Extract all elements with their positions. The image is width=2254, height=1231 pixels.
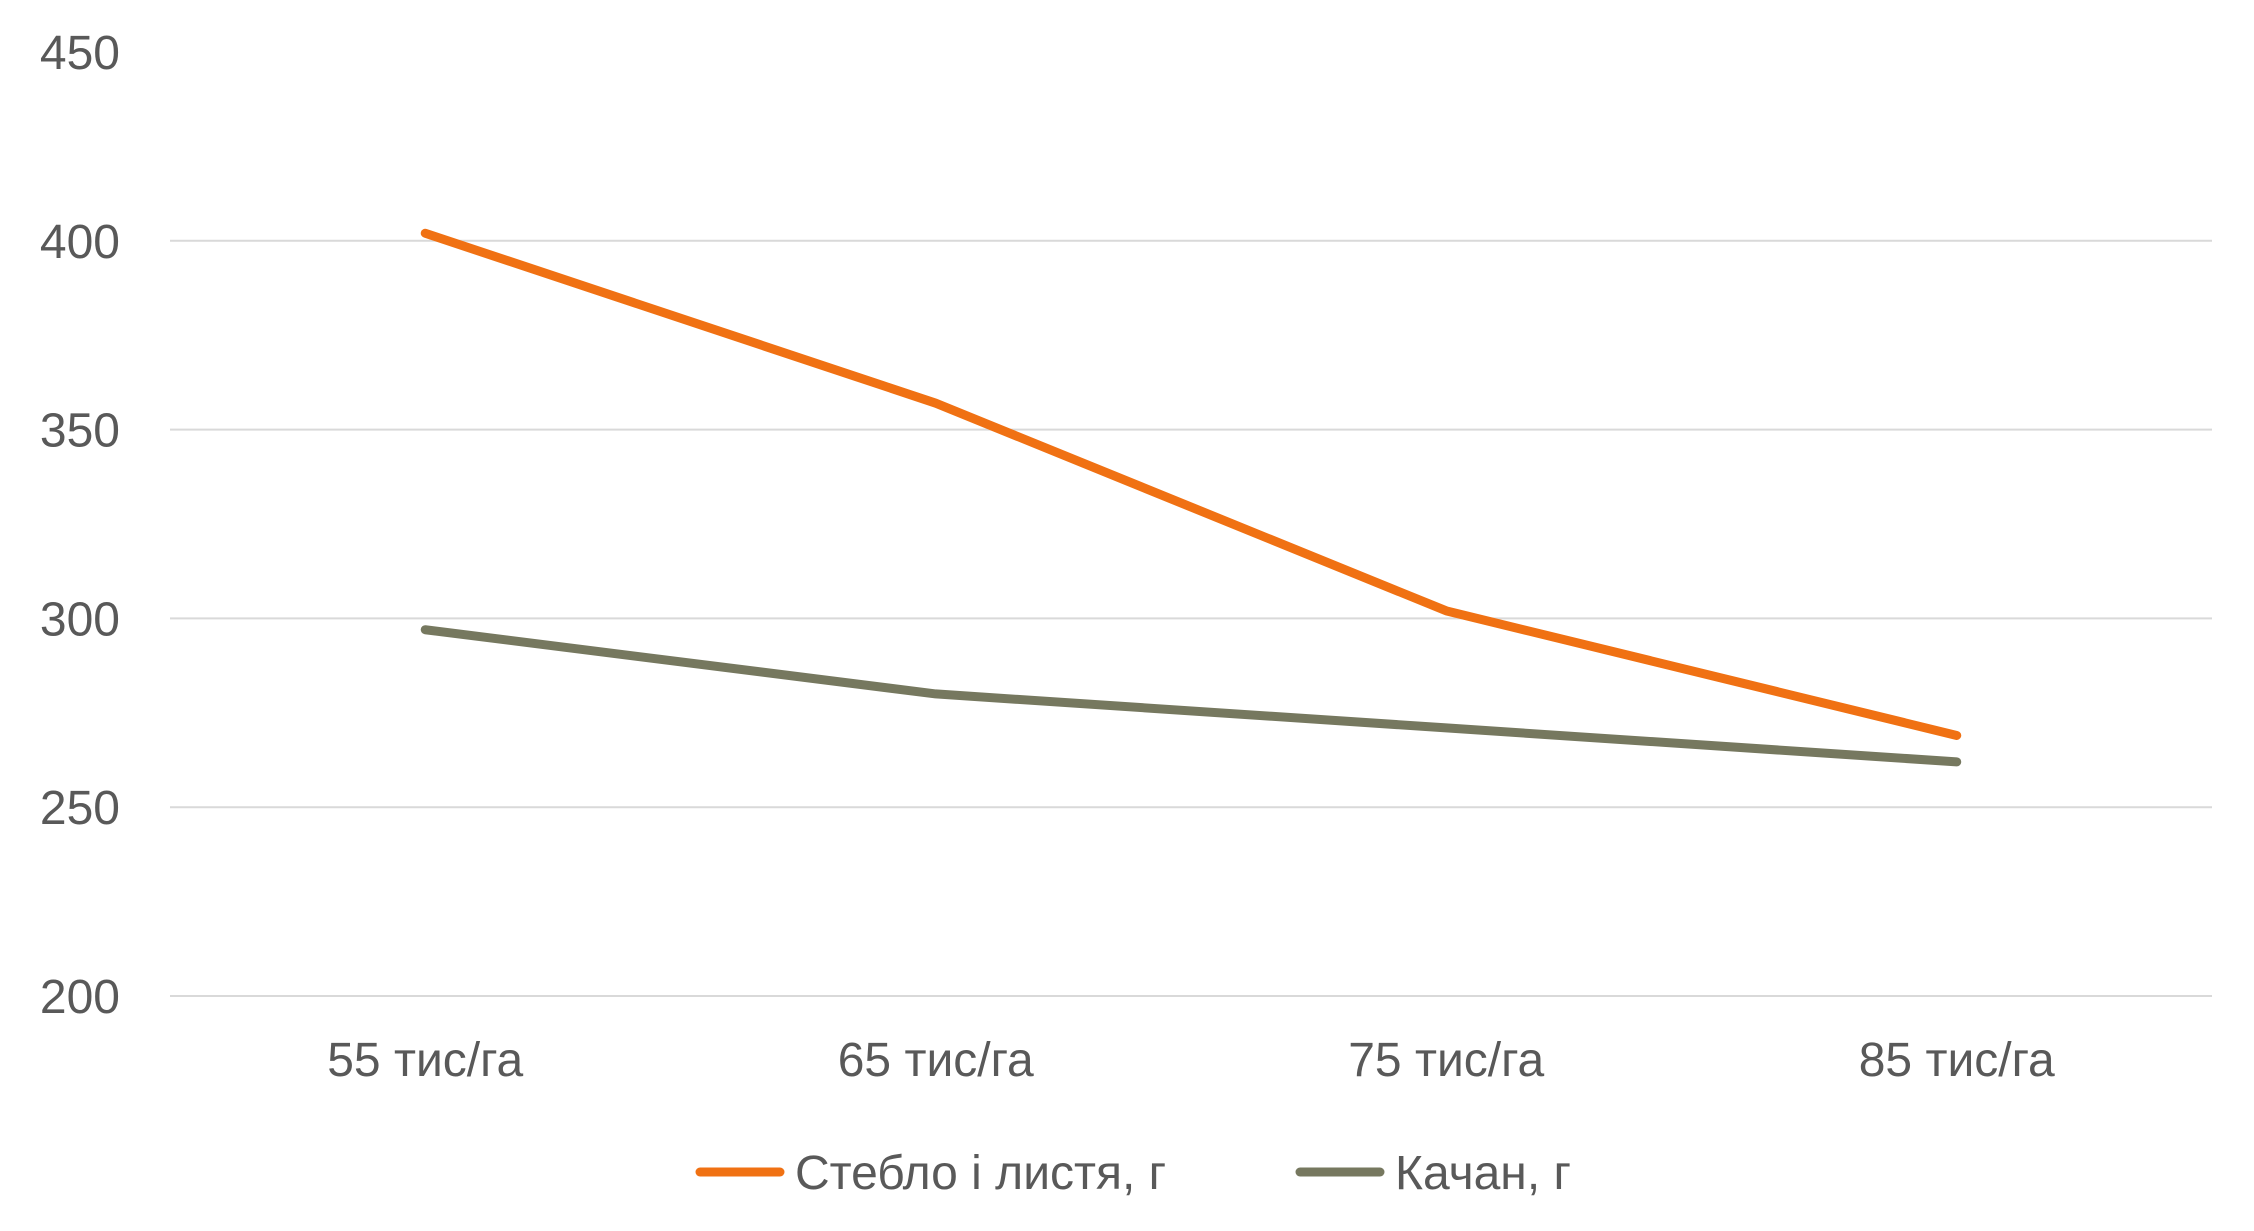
legend-label: Качан, г [1395, 1147, 1571, 1200]
series-lines [420, 228, 1962, 767]
y-tick-label: 300 [40, 593, 120, 646]
x-tick-label: 65 тис/га [838, 1034, 1034, 1087]
y-tick-label: 200 [40, 971, 120, 1024]
gridlines [170, 239, 2212, 997]
x-axis-ticks: 55 тис/га 65 тис/га 75 тис/га 85 тис/га [327, 1034, 2055, 1087]
y-axis-ticks: 200 250 300 350 400 450 [40, 27, 120, 1024]
y-tick-label: 450 [40, 27, 120, 80]
legend: Стебло і листя, г Качан, г [695, 1147, 1571, 1200]
y-tick-label: 250 [40, 782, 120, 835]
x-tick-label: 75 тис/га [1348, 1034, 1544, 1087]
y-tick-label: 350 [40, 405, 120, 458]
y-tick-label: 400 [40, 216, 120, 269]
series-line-2 [420, 625, 1962, 767]
x-tick-label: 55 тис/га [327, 1034, 523, 1087]
series-line-1 [420, 228, 1962, 740]
legend-label: Стебло і листя, г [795, 1147, 1166, 1200]
x-tick-label: 85 тис/га [1859, 1034, 2055, 1087]
